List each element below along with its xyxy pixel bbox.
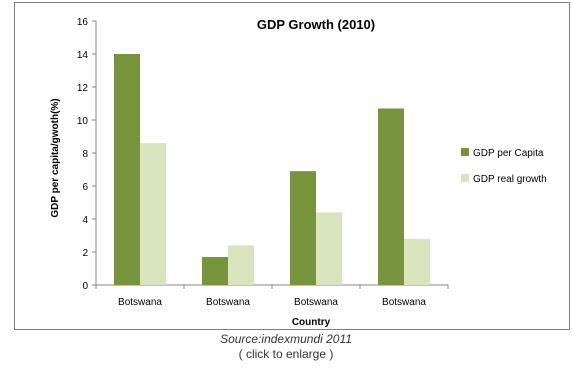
bar-gdp-per-capita bbox=[378, 108, 404, 285]
y-tick-label: 2 bbox=[82, 248, 88, 259]
bar-gdp-per-capita bbox=[202, 256, 228, 285]
source-caption: Source:indexmundi 2011 bbox=[220, 332, 352, 346]
x-tick-label: Botswana bbox=[206, 297, 250, 308]
chart-title: GDP Growth (2010) bbox=[257, 17, 375, 32]
x-axis-label: Country bbox=[292, 317, 331, 328]
bar-gdp-real-growth bbox=[228, 245, 254, 285]
y-tick-label: 8 bbox=[82, 149, 88, 160]
legend-label: GDP per Capita bbox=[473, 148, 544, 159]
bar-gdp-per-capita bbox=[114, 54, 140, 285]
y-tick-label: 0 bbox=[82, 281, 88, 292]
bar-gdp-real-growth bbox=[404, 238, 430, 285]
x-tick-label: Botswana bbox=[382, 297, 426, 308]
plot-area: 0 2 4 6 8 10 12 14 16 Botswana Botswana Botswana Bot… bbox=[77, 17, 449, 308]
x-tick-label: Botswana bbox=[294, 297, 338, 308]
legend: GDP per Capita GDP real growth bbox=[461, 148, 547, 185]
legend-swatch bbox=[461, 174, 469, 182]
legend-swatch bbox=[461, 148, 469, 156]
y-tick-label: 10 bbox=[77, 116, 89, 127]
y-tick-label: 6 bbox=[82, 182, 88, 193]
y-axis-label: GDP per capita/gwoth(%) bbox=[50, 98, 61, 217]
legend-label: GDP real growth bbox=[473, 174, 547, 185]
bar-gdp-real-growth bbox=[316, 212, 342, 285]
x-tick-label: Botswana bbox=[118, 297, 162, 308]
bar-gdp-per-capita bbox=[290, 171, 316, 285]
chart-svg: GDP Growth (2010) GDP per capita/gwoth(%… bbox=[50, 17, 547, 328]
y-tick-label: 14 bbox=[77, 50, 89, 61]
chart-frame[interactable]: GDP Growth (2010) GDP per capita/gwoth(%… bbox=[14, 2, 570, 330]
enlarge-link[interactable]: ( click to enlarge ) bbox=[238, 347, 334, 361]
y-tick-label: 12 bbox=[77, 83, 89, 94]
y-tick-label: 4 bbox=[82, 215, 88, 226]
y-tick-label: 16 bbox=[77, 17, 89, 28]
bar-gdp-real-growth bbox=[140, 143, 166, 285]
